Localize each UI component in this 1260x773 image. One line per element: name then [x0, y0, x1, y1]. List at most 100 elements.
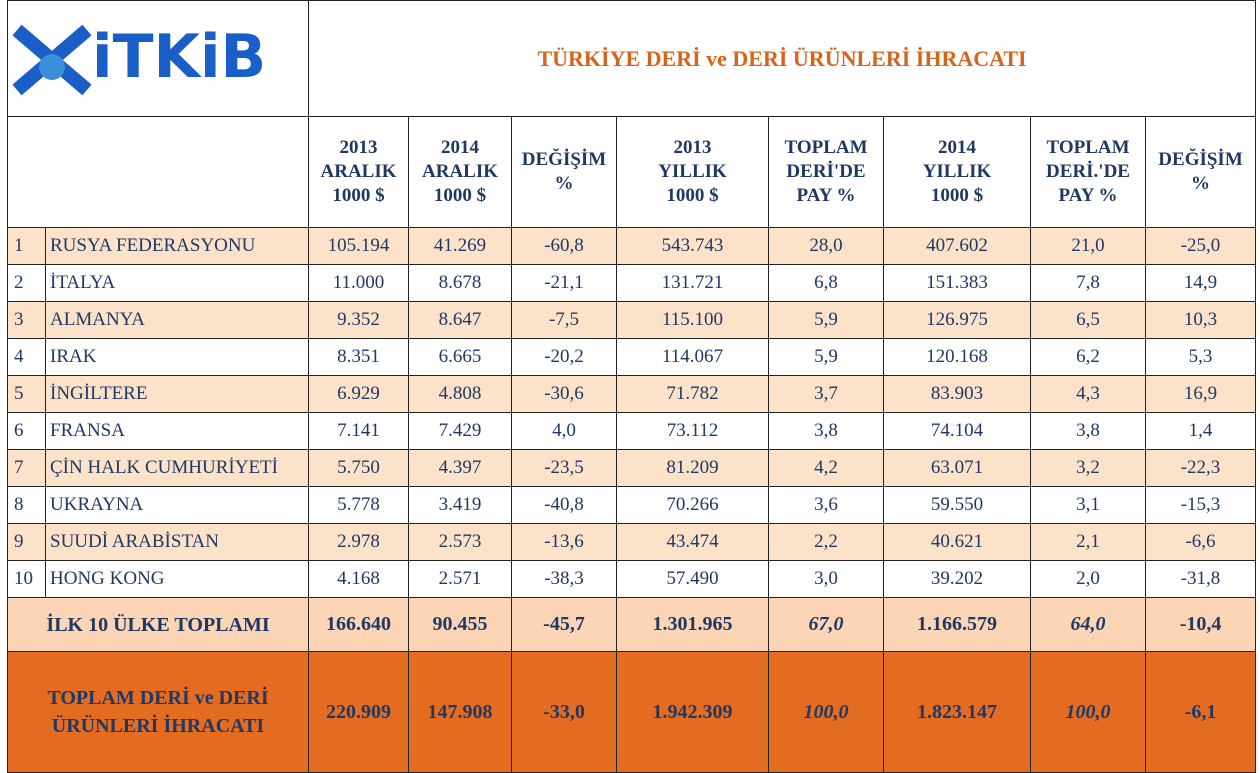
cell: 14,9: [1145, 264, 1257, 302]
cell: 120.168: [883, 338, 1032, 376]
country-cell: İNGİLTERE: [44, 375, 310, 413]
cell: 8: [7, 486, 46, 524]
cell: -7,5: [511, 301, 618, 339]
cell: 10: [7, 560, 46, 598]
cell-line: 2014: [938, 137, 977, 158]
total-cell: 1.823.147: [883, 651, 1032, 773]
total-cell: -33,0: [511, 651, 618, 773]
cell: 83.903: [883, 375, 1032, 413]
cell: 3,6: [768, 486, 885, 524]
cell: 3,1: [1030, 486, 1147, 524]
cell: 6.929: [308, 375, 410, 413]
cell: 6,8: [768, 264, 885, 302]
cell-line: ARALIK: [422, 161, 499, 182]
header-cell: 2013 YILLIK 1000 $: [616, 116, 770, 228]
cell: 4.397: [408, 449, 513, 487]
cell-line: %: [1191, 173, 1211, 194]
cell: -20,2: [511, 338, 618, 376]
cell-line: TOPLAM: [784, 137, 868, 158]
cell: -22,3: [1145, 449, 1257, 487]
header-cell: TOPLAM DERİ'DE PAY %: [768, 116, 885, 228]
country-cell: HONG KONG: [44, 560, 310, 598]
total-cell: -10,4: [1145, 597, 1257, 652]
cell: -6,6: [1145, 523, 1257, 561]
header-cell: 2014 ARALIK 1000 $: [408, 116, 513, 228]
cell: -25,0: [1145, 227, 1257, 265]
cell: 5.778: [308, 486, 410, 524]
cell: 543.743: [616, 227, 770, 265]
data-row: 7 ÇİN HALK CUMHURİYETİ 5.750 4.397 -23,5 81.2…: [7, 449, 1257, 487]
cell: 2.571: [408, 560, 513, 598]
cell-line: ARALIK: [320, 161, 397, 182]
country-cell: FRANSA: [44, 412, 310, 450]
total-cell: 90.455: [408, 597, 513, 652]
cell: 2,1: [1030, 523, 1147, 561]
cell-line: YILLIK: [658, 161, 727, 182]
cell: 3: [7, 301, 46, 339]
cell: 3,7: [768, 375, 885, 413]
data-row: 4 IRAK 8.351 6.665 -20,2 114.067 5,9 120.168 6,2…: [7, 338, 1257, 376]
cell-line: 1000 $: [433, 185, 487, 206]
country-cell: İTALYA: [44, 264, 310, 302]
cell: -13,6: [511, 523, 618, 561]
total-label: İLK 10 ÜLKE TOPLAMI: [6, 597, 310, 652]
cell: -23,5: [511, 449, 618, 487]
cell-line: 2013: [673, 137, 712, 158]
cell: 57.490: [616, 560, 770, 598]
data-row: 3 ALMANYA 9.352 8.647 -7,5 115.100 5,9 126.975 6…: [7, 301, 1257, 339]
cell: 70.266: [616, 486, 770, 524]
cell: 43.474: [616, 523, 770, 561]
cell-line: DERİ'DE: [786, 161, 866, 182]
cell-line: 1000 $: [666, 185, 719, 206]
total-cell: 67,0: [768, 597, 885, 652]
total-cell: 147.908: [408, 651, 513, 773]
cell-line: TOPLAM: [1046, 137, 1130, 158]
logo: iTKiB: [6, 0, 310, 117]
country-cell: RUSYA FEDERASYONU: [44, 227, 310, 265]
cell: 131.721: [616, 264, 770, 302]
cell: 40.621: [883, 523, 1032, 561]
cell: 6: [7, 412, 46, 450]
cell: 4.168: [308, 560, 410, 598]
header-cell: DEĞİŞİM%: [511, 116, 618, 228]
cell: 5,3: [1145, 338, 1257, 376]
cell: 28,0: [768, 227, 885, 265]
data-row: 5 İNGİLTERE 6.929 4.808 -30,6 71.782 3,7 83.903…: [7, 375, 1257, 413]
total-cell: 100,0: [768, 651, 885, 773]
cell-line: DEĞİŞİM: [1158, 149, 1243, 170]
data-row: 1 RUSYA FEDERASYONU 105.194 41.269 -60,8 543.…: [7, 227, 1257, 265]
data-row: 8 UKRAYNA 5.778 3.419 -40,8 70.266 3,6 59.550 3,…: [7, 486, 1257, 524]
cell-line: DEĞİŞİM: [521, 149, 607, 170]
cell: 9.352: [308, 301, 410, 339]
header-cell: 2014 YILLIK 1000 $: [883, 116, 1032, 228]
cell: -60,8: [511, 227, 618, 265]
cell: 4,3: [1030, 375, 1147, 413]
total-row: İLK 10 ÜLKE TOPLAMI 166.640 90.455 -45,7 1.3…: [6, 597, 1257, 652]
total-cell: -6,1: [1145, 651, 1257, 773]
total-cell: 64,0: [1030, 597, 1147, 652]
export-table: iTKiB TÜRKİYE DERİ ve DERİ ÜRÜNLERİ İHRA…: [6, 0, 1257, 773]
data-row: 2 İTALYA 11.000 8.678 -21,1 131.721 6,8 151.383…: [7, 264, 1257, 302]
country-cell: UKRAYNA: [44, 486, 310, 524]
total-cell: 166.640: [308, 597, 410, 652]
cell: -15,3: [1145, 486, 1257, 524]
country-cell: IRAK: [44, 338, 310, 376]
cell: 4,0: [511, 412, 618, 450]
logo-text: iTKiB: [92, 21, 267, 92]
cell: 2.573: [408, 523, 513, 561]
logo-icon: [12, 24, 92, 96]
cell: 2.978: [308, 523, 410, 561]
cell-line: DERİ.'DE: [1046, 161, 1130, 182]
total-cell: -45,7: [511, 597, 618, 652]
cell: 5: [7, 375, 46, 413]
total-cell: 220.909: [308, 651, 410, 773]
cell: 7.429: [408, 412, 513, 450]
cell: 8.647: [408, 301, 513, 339]
cell: 71.782: [616, 375, 770, 413]
total-row: TOPLAM DERİ ve DERİ ÜRÜNLERİ İHRACATI 220.…: [6, 651, 1257, 773]
cell: 6,2: [1030, 338, 1147, 376]
cell: 63.071: [883, 449, 1032, 487]
header-cell: DEĞİŞİM%: [1145, 116, 1257, 228]
header-cell: [6, 116, 310, 228]
cell: 21,0: [1030, 227, 1147, 265]
